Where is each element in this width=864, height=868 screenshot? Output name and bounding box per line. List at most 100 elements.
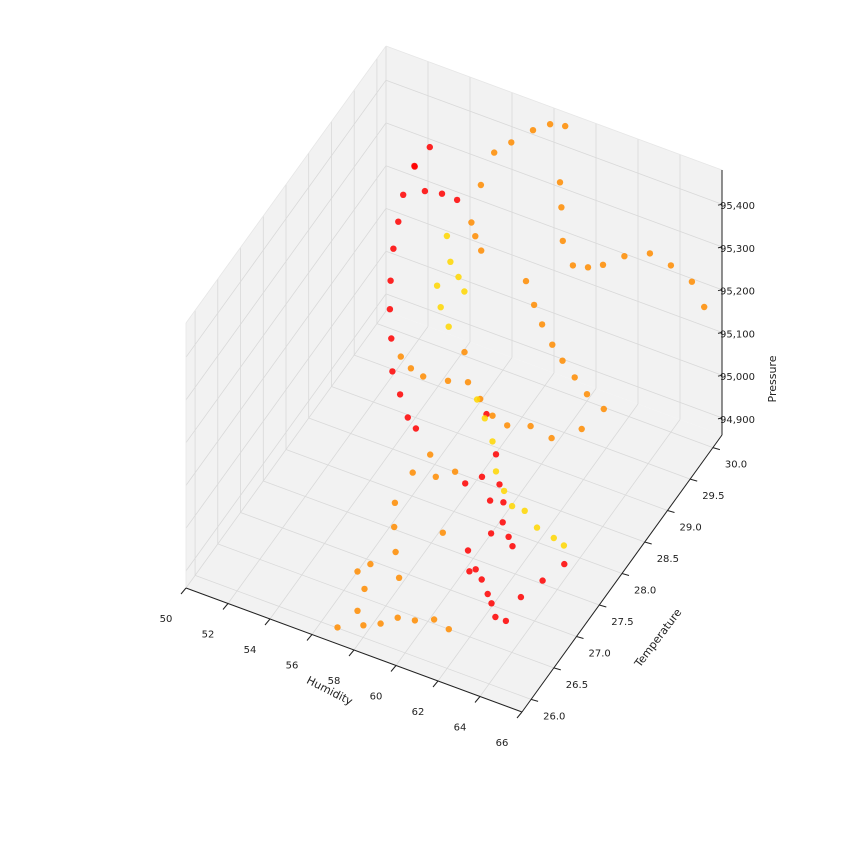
data-point-red: [496, 481, 503, 488]
data-point-orange: [558, 204, 565, 211]
data-point-red: [386, 306, 394, 313]
x-tick-label: 52: [202, 630, 215, 641]
data-point-gold: [437, 304, 444, 311]
x-tick-label: 64: [454, 723, 467, 734]
data-point-orange: [391, 523, 398, 531]
data-point-orange: [427, 451, 434, 458]
y-tick-label: 30.0: [725, 460, 747, 471]
data-point-orange: [360, 622, 367, 629]
data-point-red: [505, 533, 512, 540]
y-tick-mark: [712, 447, 721, 451]
data-point-orange: [489, 412, 496, 419]
data-point-red: [426, 143, 433, 151]
grid-line-z-back: [385, 79, 723, 205]
data-point-orange: [646, 250, 654, 257]
data-point-orange: [354, 568, 361, 575]
grid-line-y-floor: [263, 480, 600, 606]
data-point-orange: [571, 374, 578, 381]
data-point-red: [486, 497, 494, 504]
grid-line-z-back: [385, 208, 723, 333]
x-tick-mark: [222, 603, 229, 610]
y-tick-label: 29.5: [702, 491, 724, 502]
data-point-orange: [584, 264, 592, 271]
data-point-orange: [478, 247, 485, 254]
data-point-red: [462, 480, 469, 487]
data-point-red: [389, 368, 396, 375]
data-point-gold: [447, 258, 454, 265]
y-tick-mark: [644, 541, 652, 545]
y-tick-label: 28.5: [657, 554, 679, 565]
grid-line-z-back: [385, 250, 723, 376]
data-point-orange: [394, 614, 401, 621]
data-point-red: [539, 577, 546, 584]
data-point-red: [561, 560, 568, 568]
data-point-red: [464, 547, 472, 554]
data-point-gold: [533, 524, 541, 531]
data-point-red: [453, 196, 461, 204]
data-point-orange: [464, 379, 472, 386]
data-point-orange: [409, 469, 416, 476]
data-point-orange: [549, 341, 556, 348]
y-tick-mark: [576, 636, 584, 639]
data-point-orange: [559, 357, 566, 364]
grid-line-z-back: [385, 165, 723, 291]
grid-line-y-floor: [331, 386, 668, 511]
data-point-orange: [701, 303, 708, 311]
data-point-orange: [508, 139, 515, 146]
grid-line-z-left: [185, 293, 387, 572]
data-point-red: [502, 617, 510, 625]
data-point-orange: [569, 262, 577, 269]
grid-line-y-floor: [308, 417, 645, 543]
x-tick-mark: [432, 680, 439, 688]
data-point-orange: [667, 262, 675, 269]
y-tick-label: 27.0: [589, 649, 611, 660]
data-point-red: [492, 451, 500, 458]
data-point-orange: [538, 321, 546, 328]
data-point-orange: [451, 468, 459, 475]
y-tick-mark: [553, 667, 561, 671]
data-point-red: [517, 593, 525, 601]
data-point-red: [500, 499, 507, 506]
y-tick-mark: [690, 478, 698, 482]
y-tick-mark: [530, 698, 539, 702]
data-point-gold: [521, 507, 528, 514]
data-point-red: [404, 414, 411, 421]
x-tick-label: 66: [496, 738, 509, 749]
pane-edge: [185, 45, 387, 324]
data-point-orange: [600, 405, 607, 413]
x-tick-label: 50: [160, 614, 173, 625]
data-point-red: [509, 543, 516, 550]
grid-line-z-back: [385, 293, 723, 419]
data-point-orange: [420, 373, 427, 380]
data-point-gold: [445, 323, 452, 330]
data-point-gold: [492, 468, 500, 475]
data-point-orange: [395, 574, 403, 581]
z-tick-label: 94,900: [720, 415, 755, 426]
z-tick-label: 95,100: [720, 329, 755, 340]
data-point-orange: [334, 624, 341, 631]
x-tick-mark: [390, 665, 397, 672]
x-tick-mark: [180, 587, 187, 595]
data-point-orange: [578, 425, 585, 433]
data-point-orange: [472, 233, 479, 240]
data-point-orange: [439, 529, 446, 536]
data-point-red: [488, 600, 495, 607]
data-point-orange: [461, 348, 468, 356]
x-tick-mark: [516, 711, 523, 719]
data-point-red: [411, 163, 418, 170]
data-point-red: [395, 218, 402, 225]
z-tick-label: 95,000: [720, 372, 755, 383]
y-tick-label: 29.0: [680, 523, 702, 534]
y-tick-mark: [667, 510, 675, 513]
data-point-red: [478, 473, 486, 480]
z-tick-mark: [717, 289, 723, 292]
grid-line-z-left: [185, 79, 387, 358]
data-point-orange: [548, 434, 555, 442]
grid-line-z-left: [185, 122, 387, 401]
data-point-gold: [500, 487, 508, 495]
z-tick-mark: [717, 331, 723, 334]
data-point-red: [478, 576, 485, 583]
data-point-red: [472, 566, 479, 573]
z-tick-mark: [717, 374, 723, 377]
